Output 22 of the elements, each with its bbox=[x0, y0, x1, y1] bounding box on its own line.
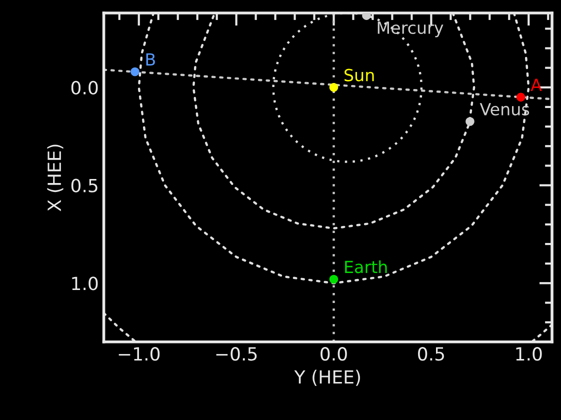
x-axis-title: Y (HEE) bbox=[294, 370, 360, 386]
point bbox=[516, 92, 526, 102]
series-label: A bbox=[530, 78, 542, 91]
y-axis-title: X (HEE) bbox=[47, 144, 64, 212]
x-tick-label: 1.0 bbox=[516, 347, 542, 361]
x-tick-label: −1.0 bbox=[118, 347, 160, 361]
point bbox=[362, 13, 371, 20]
x-tick-label: 0.0 bbox=[320, 347, 347, 361]
point bbox=[329, 83, 338, 92]
x-tick-label: 0.5 bbox=[418, 347, 444, 361]
y-tick-label: 1.0 bbox=[72, 276, 98, 290]
series-label: Mercury bbox=[378, 22, 444, 38]
series-label: Sun bbox=[344, 68, 374, 82]
series-label: B bbox=[146, 53, 155, 66]
point bbox=[466, 117, 474, 126]
series-label: Earth bbox=[345, 260, 387, 274]
y-tick-label: 0.0 bbox=[71, 80, 98, 95]
series-label: Venus bbox=[480, 103, 530, 116]
point bbox=[130, 67, 140, 76]
point bbox=[329, 274, 338, 284]
x-tick-label: −0.5 bbox=[216, 347, 257, 361]
y-tick-label: 0.5 bbox=[71, 178, 98, 192]
